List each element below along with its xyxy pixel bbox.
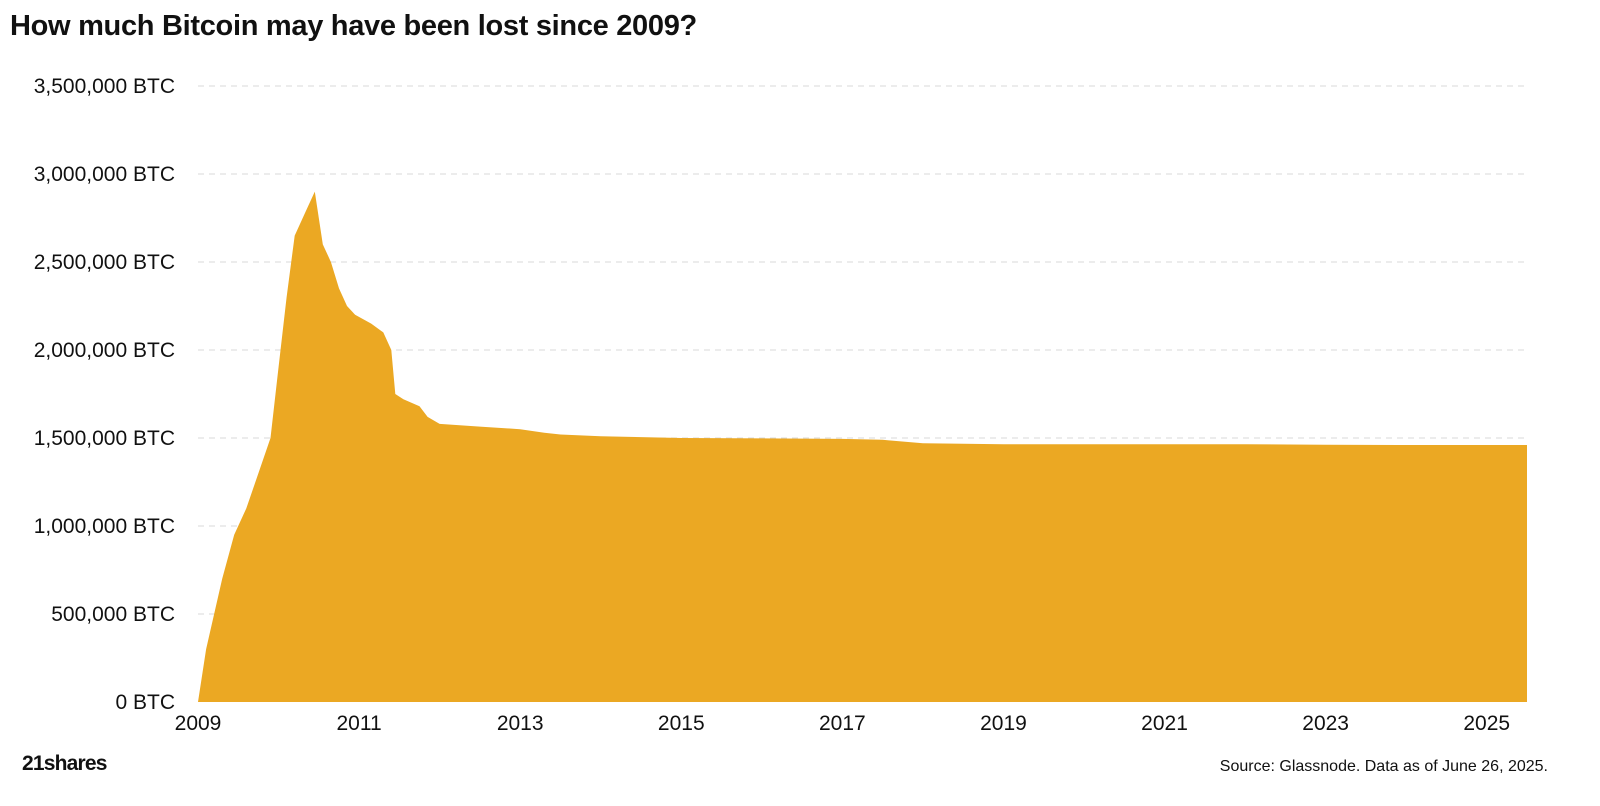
x-tick-label: 2023 (1302, 712, 1349, 735)
x-tick-label: 2013 (497, 712, 544, 735)
x-axis-labels: 2009 2011 2013 2015 2017 2019 2021 2023 2025 (175, 712, 1510, 735)
x-tick-label: 2011 (337, 712, 382, 735)
lost-bitcoin-area (198, 191, 1527, 702)
y-tick-label: 0 BTC (115, 691, 175, 714)
x-tick-label: 2019 (980, 712, 1027, 735)
y-tick-label: 3,500,000 BTC (34, 75, 175, 98)
y-tick-label: 500,000 BTC (51, 603, 175, 626)
x-tick-label: 2021 (1141, 712, 1188, 735)
x-tick-label: 2025 (1463, 712, 1510, 735)
chart-title: How much Bitcoin may have been lost sinc… (10, 10, 697, 42)
y-tick-label: 3,000,000 BTC (34, 163, 175, 186)
source-note: Source: Glassnode. Data as of June 26, 2… (1219, 758, 1548, 775)
brand-logo: 21shares (22, 752, 107, 775)
x-tick-label: 2009 (175, 712, 222, 735)
x-tick-label: 2017 (819, 712, 866, 735)
y-tick-label: 2,000,000 BTC (34, 339, 175, 362)
y-tick-label: 2,500,000 BTC (34, 251, 175, 274)
y-tick-label: 1,500,000 BTC (34, 427, 175, 450)
x-tick-label: 2015 (658, 712, 705, 735)
y-tick-label: 1,000,000 BTC (34, 515, 175, 538)
y-axis-labels: 0 BTC 500,000 BTC 1,000,000 BTC 1,500,000 B… (34, 75, 175, 714)
series-layer (198, 191, 1527, 702)
